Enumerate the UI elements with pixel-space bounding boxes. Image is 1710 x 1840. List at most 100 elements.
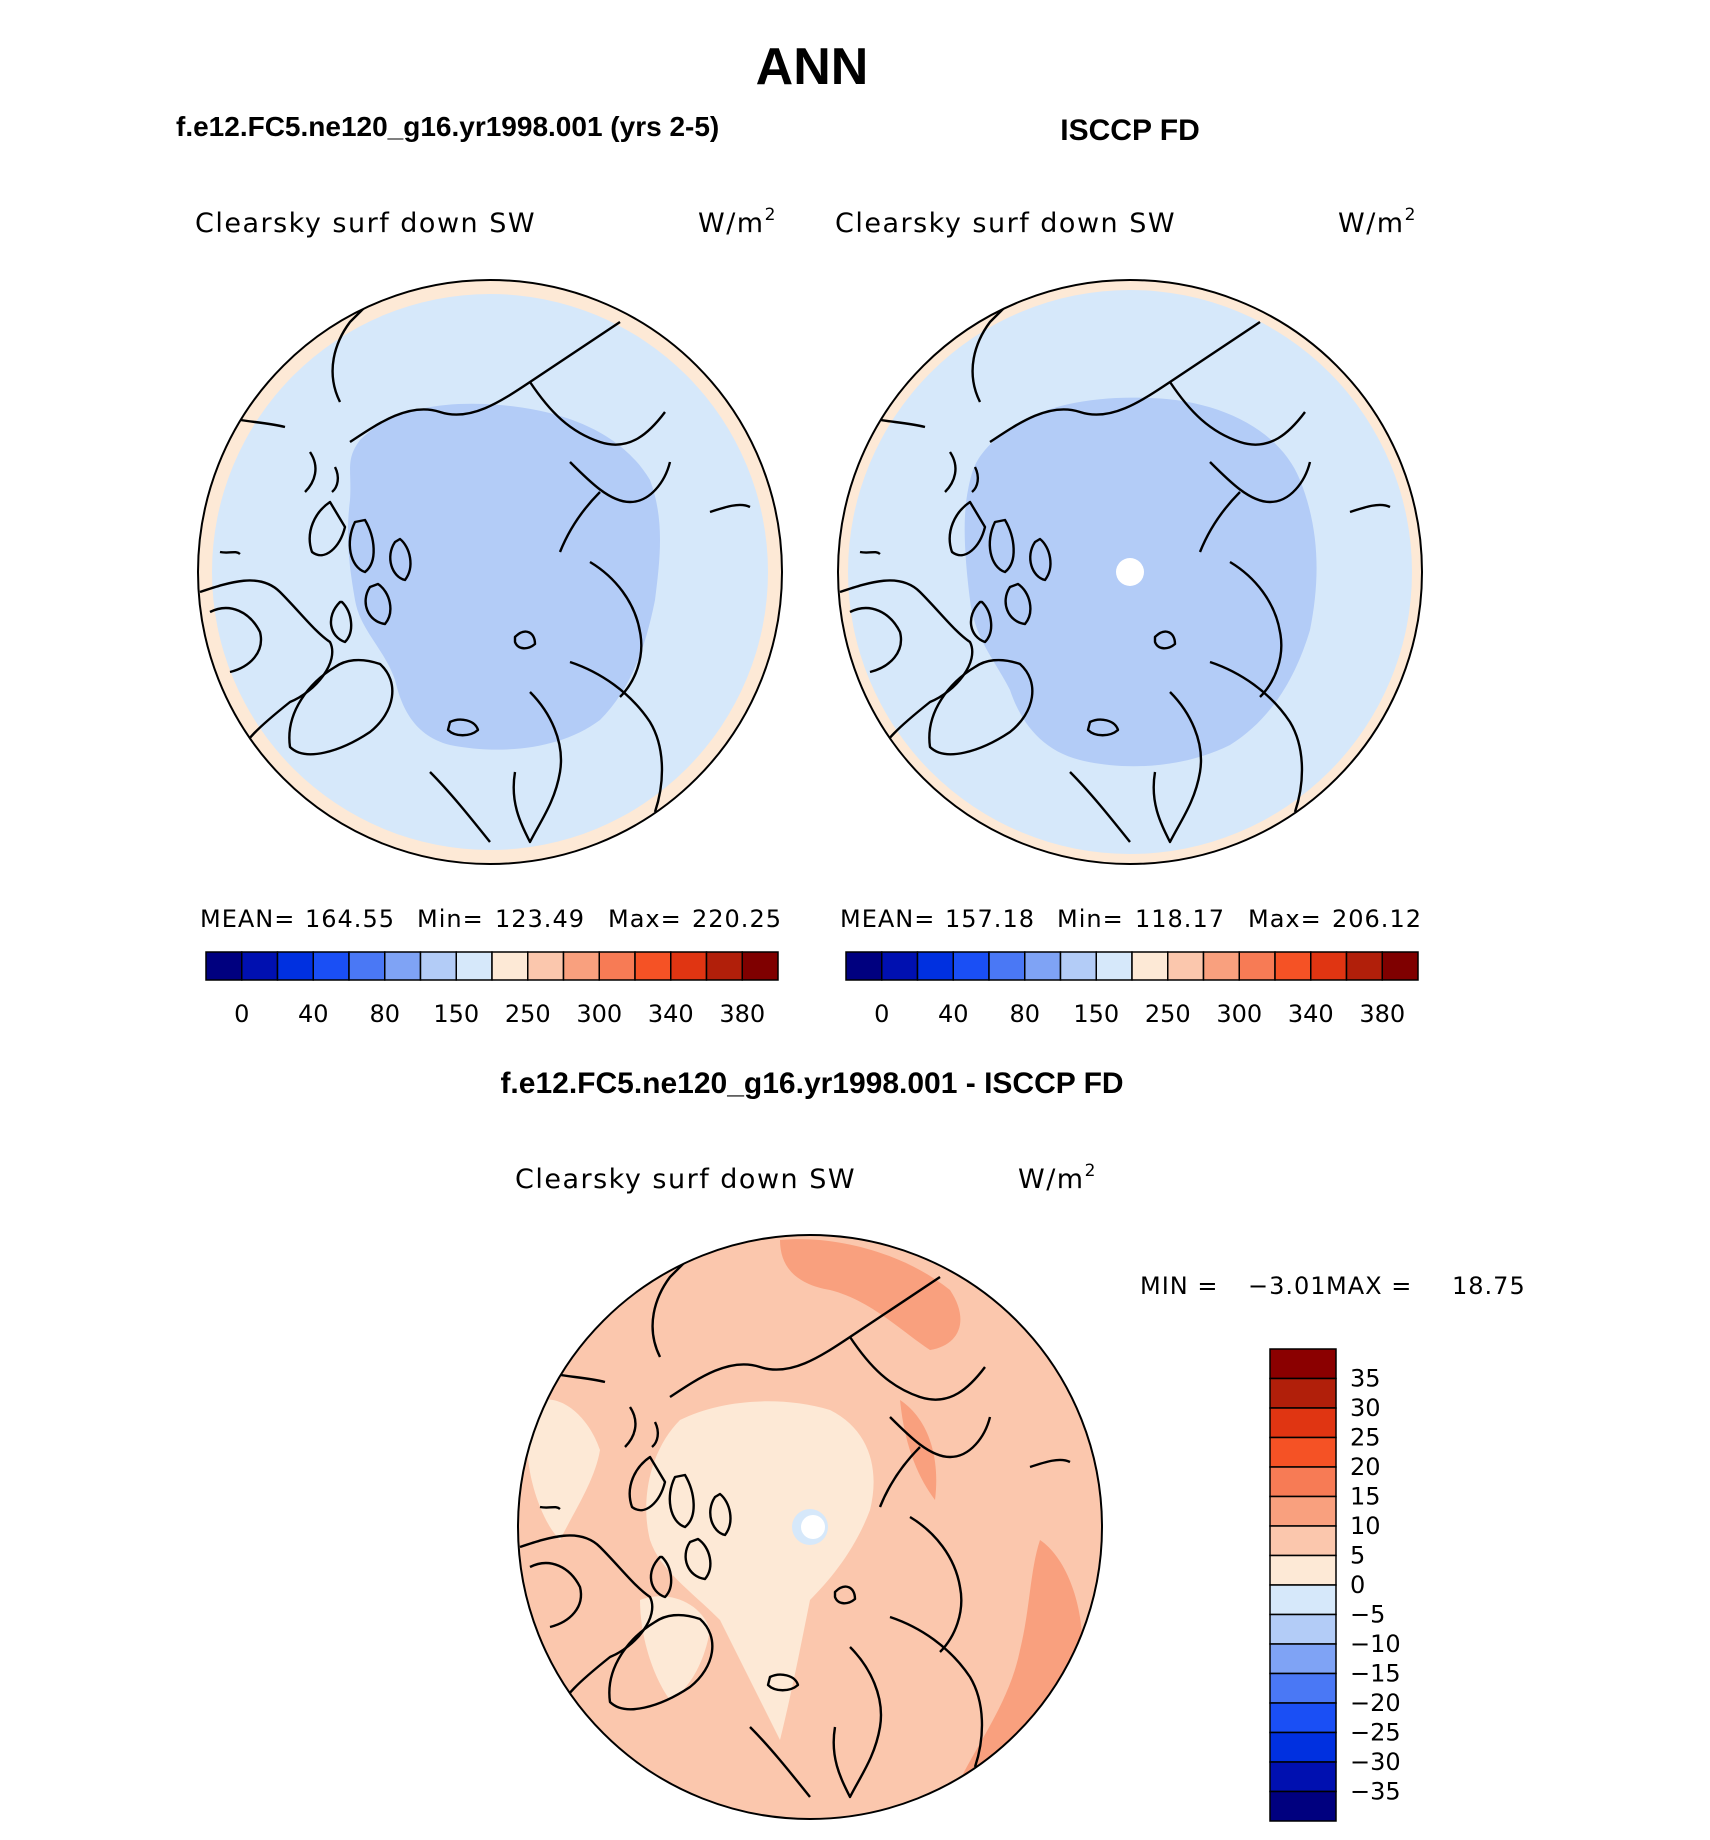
colorbar-diff-tick-label: 5: [1350, 1542, 1365, 1570]
colorbar-b-swatch-5: [1024, 951, 1062, 981]
colorbar-a-swatch-11: [598, 951, 636, 981]
colorbar-diff-tick-label: −10: [1350, 1630, 1401, 1658]
colorbar-diff-swatch-1: [1269, 1377, 1337, 1409]
colorbar-a-tick-label: 380: [719, 1000, 765, 1028]
colorbar-b-swatch-1: [881, 951, 919, 981]
colorbar-a-swatch-5: [384, 951, 422, 981]
colorbar-a-tick-label: 0: [234, 1000, 249, 1028]
colorbar-panel-a: 0 40 80 150 250 300 340 380: [205, 951, 779, 1028]
colorbar-b-swatch-12: [1274, 951, 1312, 981]
colorbar-a-swatch-1: [241, 951, 279, 981]
colorbar-a-swatch-4: [348, 951, 386, 981]
colorbar-b-tick-label: 0: [874, 1000, 889, 1028]
colorbar-b-tick-label: 380: [1359, 1000, 1405, 1028]
colorbar-a-swatch-14: [705, 951, 743, 981]
colorbar-a-swatch-3: [312, 951, 350, 981]
map-panel-diff: [517, 1234, 1103, 1820]
colorbar-a-swatch-15: [741, 951, 779, 981]
colorbar-diff-tick-label: 10: [1350, 1512, 1381, 1540]
colorbar-b-swatch-9: [1167, 951, 1205, 981]
colorbar-diff-swatch-14: [1269, 1761, 1337, 1793]
panel-a-mean: 164.55: [305, 905, 395, 933]
colorbar-a-tick-label: 340: [648, 1000, 694, 1028]
colorbar-a-tick-label: 40: [298, 1000, 329, 1028]
colorbar-diff-tick-label: 15: [1350, 1483, 1381, 1511]
colorbar-b-swatch-0: [845, 951, 883, 981]
diff-min: −3.01: [1248, 1272, 1327, 1300]
map-panel-b: [837, 279, 1423, 865]
panel-a-units-exp: 2: [765, 205, 777, 225]
colorbar-a-swatch-0: [205, 951, 243, 981]
colorbar-b-tick-label: 340: [1288, 1000, 1334, 1028]
colorbar-diff-swatch-15: [1269, 1790, 1337, 1822]
panel-b-min-label: Min=: [1057, 905, 1124, 933]
colorbar-diff-swatch-10: [1269, 1643, 1337, 1675]
panel-b-stats: MEAN= 157.18 Min= 118.17 Max= 206.12: [840, 905, 1422, 933]
colorbar-b-tick-label: 80: [1009, 1000, 1040, 1028]
colorbar-diff-tick-label: 20: [1350, 1453, 1381, 1481]
colorbar-diff-swatch-8: [1269, 1584, 1337, 1616]
colorbar-diff-tick-label: 35: [1350, 1365, 1381, 1393]
colorbar-diff-tick-label: −15: [1350, 1660, 1401, 1688]
colorbar-a-tick-label: 80: [369, 1000, 400, 1028]
colorbar-b-swatch-13: [1310, 951, 1348, 981]
colorbar-diff-tick-label: 25: [1350, 1424, 1381, 1452]
colorbar-b-swatch-8: [1131, 951, 1169, 981]
panel-a-case-title: f.e12.FC5.ne120_g16.yr1998.001 (yrs 2-5): [176, 111, 719, 142]
main-title: ANN: [756, 38, 869, 96]
panel-a-variable: Clearsky surf down SW: [195, 208, 536, 239]
colorbar-b-swatch-10: [1202, 951, 1240, 981]
diff-max: 18.75: [1452, 1272, 1526, 1300]
colorbar-b-swatch-7: [1095, 951, 1133, 981]
colorbar-diff-swatch-6: [1269, 1525, 1337, 1557]
diff-max-label: MAX =: [1326, 1272, 1412, 1300]
colorbar-b-tick-label: 40: [938, 1000, 969, 1028]
panel-b-units-exp: 2: [1405, 205, 1417, 225]
panel-a-mean-label: MEAN=: [200, 905, 295, 933]
panel-a-min-label: Min=: [417, 905, 484, 933]
colorbar-diff-swatch-12: [1269, 1702, 1337, 1734]
colorbar-b-swatch-3: [952, 951, 990, 981]
panel-b-case-title: ISCCP FD: [1060, 114, 1199, 147]
colorbar-a-tick-label: 150: [433, 1000, 479, 1028]
panel-b-mean-label: MEAN=: [840, 905, 935, 933]
colorbar-b-swatch-4: [988, 951, 1026, 981]
colorbar-a-swatch-13: [670, 951, 708, 981]
colorbar-a-swatch-7: [455, 951, 493, 981]
diff-min-label: MIN =: [1140, 1272, 1218, 1300]
panel-a-max: 220.25: [692, 905, 782, 933]
colorbar-diff-swatch-2: [1269, 1407, 1337, 1439]
colorbar-diff-tick-label: −20: [1350, 1689, 1401, 1717]
colorbar-a-swatch-2: [276, 951, 314, 981]
map-panel-a: [197, 279, 783, 865]
panel-b-units: W/m2: [1338, 205, 1417, 239]
colorbar-diff-swatch-3: [1269, 1436, 1337, 1468]
colorbar-diff-tick-label: 0: [1350, 1571, 1365, 1599]
diff-case-title: f.e12.FC5.ne120_g16.yr1998.001 - ISCCP F…: [500, 1067, 1123, 1100]
panel-b-max: 206.12: [1332, 905, 1422, 933]
colorbar-a-swatch-8: [491, 951, 529, 981]
colorbar-a-swatch-12: [634, 951, 672, 981]
colorbar-b-swatch-2: [916, 951, 954, 981]
diff-stats: MIN = −3.01 MAX = 18.75: [1140, 1272, 1526, 1300]
panel-a-min: 123.49: [495, 905, 585, 933]
colorbar-b-tick-label: 250: [1145, 1000, 1191, 1028]
colorbar-diff-swatch-0: [1269, 1348, 1337, 1380]
diff-units-base: W/m: [1018, 1164, 1085, 1195]
panel-a-units: W/m2: [698, 205, 777, 239]
colorbar-b-tick-label: 300: [1216, 1000, 1262, 1028]
diff-variable: Clearsky surf down SW: [515, 1164, 856, 1195]
colorbar-b-swatch-11: [1238, 951, 1276, 981]
colorbar-diff-tick-label: −5: [1350, 1601, 1385, 1629]
diff-units-exp: 2: [1085, 1161, 1097, 1181]
colorbar-diff-tick-label: 30: [1350, 1394, 1381, 1422]
panel-a-units-base: W/m: [698, 208, 765, 239]
panel-b-variable: Clearsky surf down SW: [835, 208, 1176, 239]
colorbar-b-swatch-15: [1381, 951, 1419, 981]
colorbar-a-swatch-6: [419, 951, 457, 981]
colorbar-diff-swatch-5: [1269, 1495, 1337, 1527]
colorbar-diff-swatch-11: [1269, 1672, 1337, 1704]
colorbar-b-swatch-6: [1059, 951, 1097, 981]
